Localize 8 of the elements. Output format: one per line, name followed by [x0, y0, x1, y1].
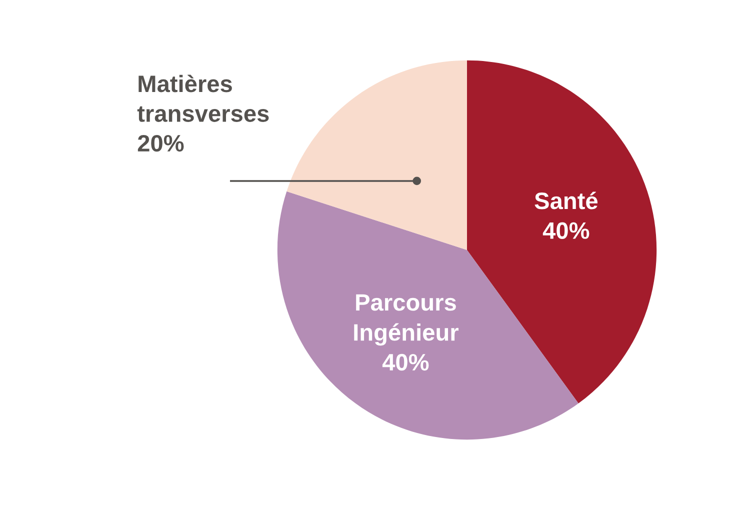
data-label: 20% — [138, 134, 184, 152]
slice-label: Parcours Ingénieur — [354, 294, 458, 346]
slice-label: Matières transverses — [137, 74, 269, 122]
pie-slice — [286, 60, 467, 250]
pie-slice — [467, 60, 657, 404]
data-label: 40% — [542, 222, 590, 239]
slice-label: Santé — [534, 192, 598, 210]
data-label: 40% — [382, 354, 429, 371]
